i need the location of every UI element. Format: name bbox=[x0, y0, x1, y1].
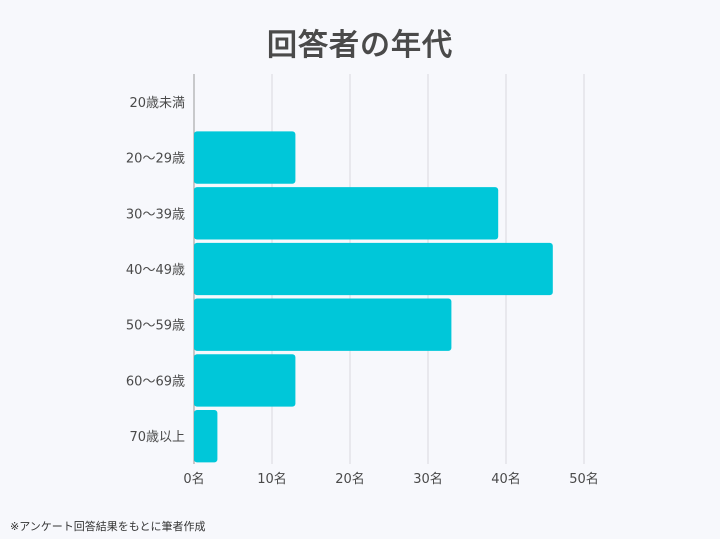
bar bbox=[194, 354, 296, 407]
bar bbox=[194, 131, 296, 184]
bar bbox=[194, 242, 553, 296]
x-tick-label: 30名 bbox=[413, 471, 443, 487]
x-tick-label: 20名 bbox=[335, 471, 365, 487]
source-footnote: ※アンケート回答結果をもとに筆者作成 bbox=[10, 520, 206, 533]
x-tick-labels: 0名 10名 20名 30名 40名 50名 bbox=[183, 471, 598, 487]
y-tick-label: 20歳未満 bbox=[129, 96, 185, 111]
y-tick-labels: 20歳未満 20〜29歳 30〜39歳 40〜49歳 50〜59歳 60〜69歳 70歳以上 bbox=[126, 96, 185, 445]
y-tick-label: 50〜59歳 bbox=[126, 319, 185, 334]
x-tick-label: 0名 bbox=[183, 471, 204, 487]
chart-title: 回答者の年代 bbox=[267, 28, 453, 63]
x-tick-label: 10名 bbox=[257, 471, 287, 487]
y-tick-label: 40〜49歳 bbox=[126, 263, 185, 278]
bar bbox=[194, 409, 218, 463]
x-tick-label: 50名 bbox=[569, 471, 599, 487]
bars bbox=[194, 131, 553, 463]
y-tick-label: 70歳以上 bbox=[129, 430, 185, 445]
x-tick-label: 40名 bbox=[491, 471, 521, 487]
bar bbox=[194, 187, 499, 240]
y-tick-label: 30〜39歳 bbox=[126, 207, 185, 222]
y-tick-label: 20〜29歳 bbox=[126, 152, 185, 167]
y-tick-label: 60〜69歳 bbox=[126, 374, 185, 389]
bar-chart: 20歳未満 20〜29歳 30〜39歳 40〜49歳 50〜59歳 60〜69歳 70歳以上… bbox=[126, 74, 599, 487]
bar bbox=[194, 298, 452, 351]
